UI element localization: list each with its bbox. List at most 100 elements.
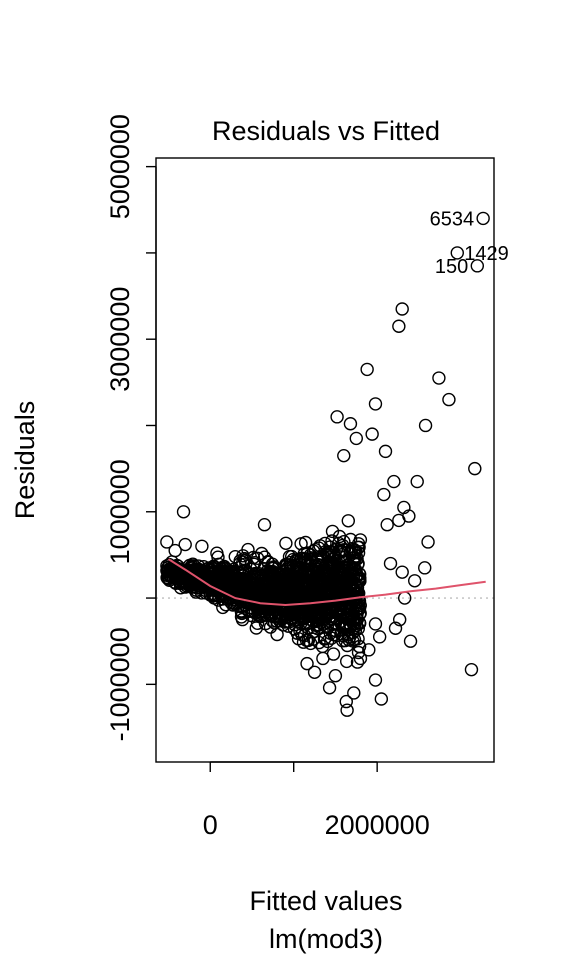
chart-title: Residuals vs Fitted (212, 116, 440, 146)
data-point (285, 599, 299, 613)
data-point (289, 553, 303, 567)
outlier-label-1429: 1429 (464, 243, 509, 265)
outlier-point-1429 (450, 246, 464, 260)
data-point (303, 612, 317, 626)
data-point (341, 514, 355, 528)
data-point (342, 633, 356, 647)
data-point (418, 418, 433, 433)
data-point (392, 319, 406, 333)
data-point (300, 656, 314, 671)
data-point (328, 669, 343, 683)
data-point (421, 535, 435, 549)
data-point (306, 624, 321, 639)
data-point (345, 565, 359, 579)
data-point (233, 554, 247, 568)
outlier-point-150 (470, 259, 485, 273)
data-point (360, 362, 374, 377)
data-point (327, 628, 341, 642)
data-point (285, 596, 299, 610)
data-point (368, 617, 383, 631)
y-tick-label: -1000000 (105, 627, 135, 741)
data-point (350, 606, 364, 621)
data-point (374, 692, 389, 706)
data-point (272, 567, 286, 581)
data-point (383, 556, 398, 571)
data-point (336, 578, 351, 592)
scattered-points (160, 302, 482, 717)
data-point (380, 518, 394, 532)
data-point (408, 574, 422, 588)
data-point (395, 302, 409, 316)
data-point (257, 518, 272, 532)
data-point (338, 619, 353, 633)
data-point (238, 578, 253, 593)
data-point (261, 575, 275, 590)
data-point (300, 606, 314, 620)
data-point (349, 549, 363, 563)
x-tick-label: 2000000 (325, 810, 430, 840)
data-point (276, 618, 290, 632)
data-point (247, 557, 261, 571)
data-point (245, 578, 260, 593)
data-point (307, 665, 322, 679)
data-point (301, 562, 315, 577)
data-point (368, 397, 383, 411)
data-point (353, 651, 368, 666)
y-axis: -1000000 1000000 3000000 5000000 (105, 114, 157, 741)
data-point (215, 560, 230, 575)
data-point (372, 630, 387, 644)
data-point (236, 572, 251, 586)
data-point (343, 417, 358, 431)
data-point (272, 613, 287, 628)
data-point (319, 605, 333, 619)
data-point (322, 557, 336, 571)
data-point (312, 541, 326, 555)
data-point (339, 694, 353, 709)
outlier-point-6534 (476, 211, 490, 226)
data-point (351, 645, 366, 660)
data-point (296, 635, 311, 649)
data-point (261, 554, 275, 569)
data-point (464, 662, 479, 677)
data-point (388, 621, 403, 635)
data-point (325, 524, 340, 539)
data-point (353, 574, 367, 588)
data-point (410, 474, 424, 489)
data-point (299, 587, 313, 602)
data-point (285, 589, 299, 603)
data-point (183, 568, 197, 582)
data-point (195, 539, 209, 553)
data-point (348, 544, 363, 558)
data-point (350, 655, 365, 669)
data-point (387, 474, 401, 489)
data-point (173, 574, 187, 589)
data-point (403, 634, 418, 648)
data-point (378, 444, 393, 459)
data-point (254, 598, 269, 612)
data-point (176, 505, 191, 519)
data-point (190, 568, 204, 582)
data-point (165, 563, 180, 578)
data-point (347, 686, 361, 700)
data-point (348, 616, 362, 631)
data-point (316, 651, 330, 666)
x-axis: 0 2000000 (203, 761, 430, 840)
data-point (270, 577, 285, 591)
data-point (395, 565, 409, 579)
point-cloud (160, 514, 368, 669)
data-point (368, 673, 383, 687)
data-point (207, 559, 221, 573)
data-point (210, 546, 224, 560)
smooth-line-layer (167, 558, 486, 607)
data-point (289, 571, 303, 585)
data-point (329, 579, 343, 593)
data-point (234, 610, 249, 624)
data-point (226, 598, 240, 612)
model-sublabel: lm(mod3) (269, 924, 383, 954)
data-point (278, 579, 292, 593)
data-point (349, 570, 363, 584)
data-point (238, 553, 253, 567)
data-point (377, 487, 391, 502)
y-tick-label: 3000000 (105, 287, 135, 392)
